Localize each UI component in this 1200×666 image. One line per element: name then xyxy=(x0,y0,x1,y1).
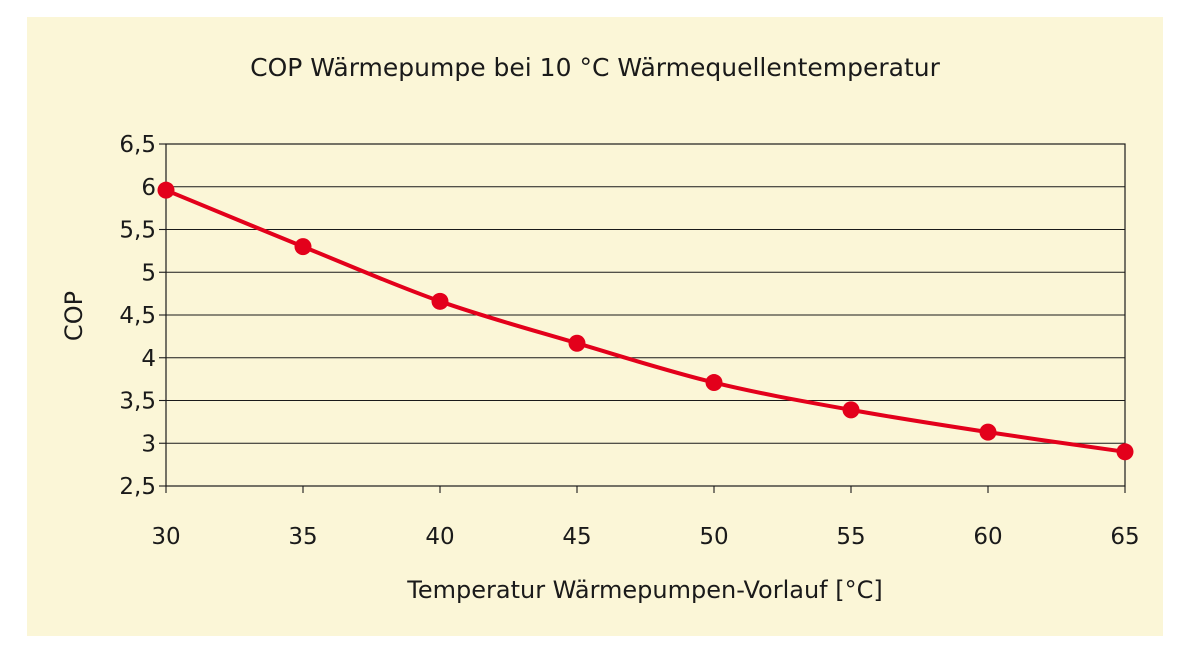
y-tick-label: 4,5 xyxy=(119,303,156,329)
chart-panel xyxy=(27,17,1163,636)
data-point xyxy=(294,238,312,256)
y-tick-label: 3,5 xyxy=(119,389,156,415)
y-tick-label: 6,5 xyxy=(119,132,156,158)
x-axis-label: Temperatur Wärmepumpen-Vorlauf [°C] xyxy=(406,576,882,604)
x-tick-label: 40 xyxy=(425,524,454,550)
data-point xyxy=(568,334,586,352)
y-tick-label: 5,5 xyxy=(119,218,156,244)
y-tick-label: 3 xyxy=(141,431,156,457)
data-point xyxy=(979,423,997,441)
x-tick-label: 65 xyxy=(1110,524,1139,550)
y-axis-ticks: 2,5 3 3,5 4 4,5 5 5,5 6 6,5 xyxy=(119,132,166,500)
data-point xyxy=(842,401,860,419)
x-tick-label: 55 xyxy=(836,524,865,550)
y-tick-label: 5 xyxy=(141,260,156,286)
x-tick-label: 45 xyxy=(562,524,591,550)
y-tick-label: 2,5 xyxy=(119,474,156,500)
y-tick-label: 6 xyxy=(141,175,156,201)
data-point xyxy=(705,374,723,392)
y-axis-label: COP xyxy=(60,291,88,341)
data-point xyxy=(431,292,449,310)
x-tick-label: 60 xyxy=(973,524,1002,550)
x-tick-label: 50 xyxy=(699,524,728,550)
x-tick-label: 30 xyxy=(151,524,180,550)
x-tick-label: 35 xyxy=(288,524,317,550)
y-tick-label: 4 xyxy=(141,346,156,372)
data-point xyxy=(1116,443,1134,461)
data-point xyxy=(157,181,175,199)
chart-title: COP Wärmepumpe bei 10 °C Wärmequellentem… xyxy=(250,53,940,82)
x-axis-ticks: 30 35 40 45 50 55 60 65 xyxy=(151,486,1140,550)
data-points xyxy=(157,181,1134,461)
